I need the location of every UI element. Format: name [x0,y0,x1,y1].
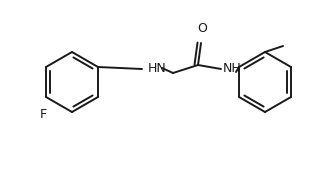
Text: HN: HN [148,62,167,74]
Text: F: F [39,108,47,121]
Text: O: O [197,22,207,35]
Text: NH: NH [223,62,242,74]
